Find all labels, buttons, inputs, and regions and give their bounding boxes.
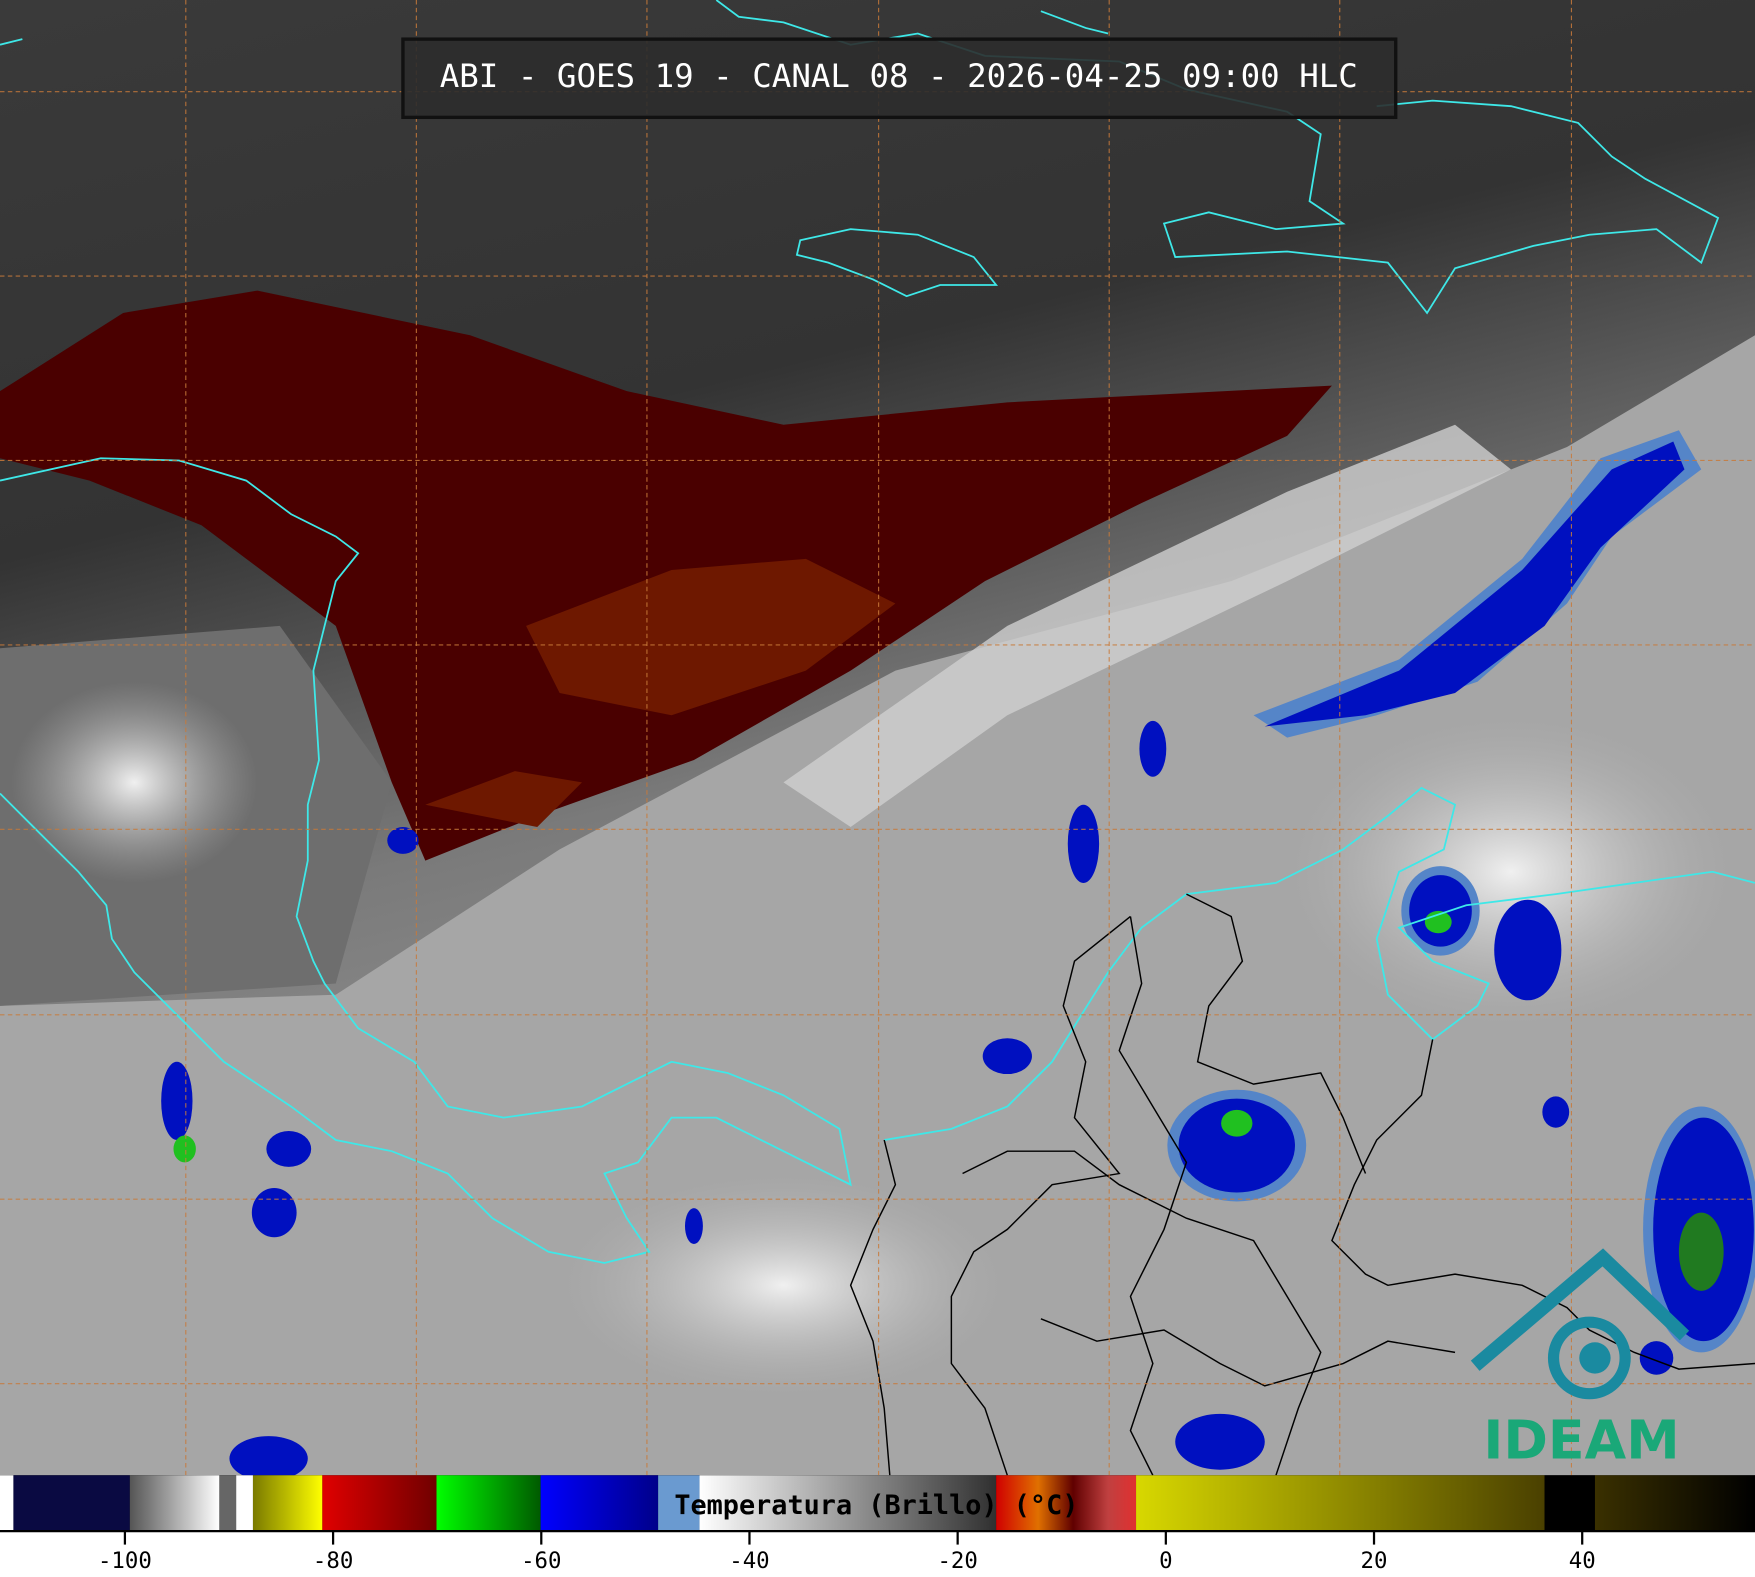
- cloud-field: [0, 335, 1755, 1476]
- colorbar-label: Temperatura (Brillo) (°C): [674, 1490, 1078, 1521]
- cloud: [559, 1173, 1008, 1398]
- logo-swirl: [1547, 1316, 1631, 1400]
- colorbar-tick-label: 40: [1569, 1548, 1596, 1574]
- colorbar-tick-label: -20: [937, 1548, 977, 1574]
- colorbar: [0, 1475, 1755, 1577]
- title: ABI - GOES 19 - CANAL 08 - 2026-04-25 09…: [440, 57, 1358, 95]
- cold-cloud-top: [526, 558, 896, 716]
- border: [849, 893, 1755, 1476]
- graticule: [0, 0, 1755, 1476]
- colorbar-tick-label: -80: [313, 1548, 353, 1574]
- title-box: [401, 37, 1398, 120]
- cloud-band: [783, 424, 1512, 828]
- logo-text: IDEAM: [1483, 1409, 1679, 1472]
- logo-swirl: [1579, 1342, 1611, 1374]
- logo-roof: [1470, 1248, 1690, 1371]
- cloud: [1287, 715, 1735, 1029]
- colorbar-tick-label: -100: [98, 1548, 152, 1574]
- colorbar-tick-label: 20: [1361, 1548, 1388, 1574]
- colorbar-tick-label: -40: [729, 1548, 769, 1574]
- colorbar-tick-label: 0: [1159, 1548, 1172, 1574]
- colorbar-tick-label: -60: [521, 1548, 561, 1574]
- cloud: [11, 681, 258, 883]
- convection: [161, 430, 1755, 1481]
- cold-cloud-top: [425, 771, 583, 828]
